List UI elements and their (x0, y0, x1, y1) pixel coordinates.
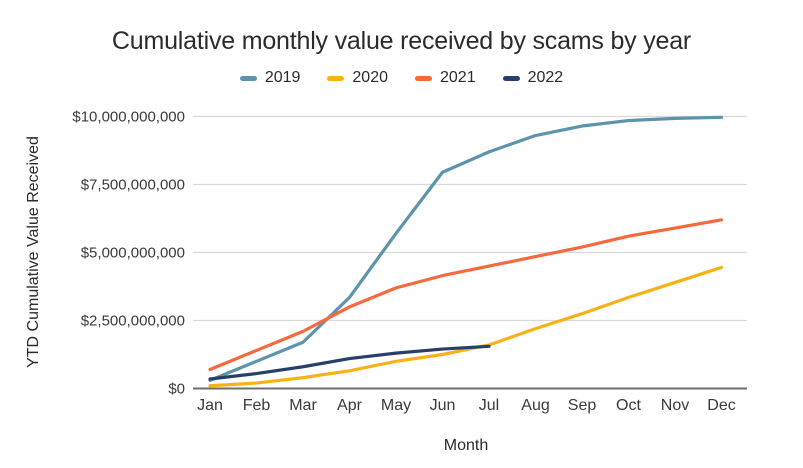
x-tick-label-mar: Mar (289, 397, 317, 414)
y-tick-label: $7,500,000,000 (80, 176, 185, 193)
line-series-2022 (208, 344, 491, 381)
legend-label: 2021 (440, 69, 476, 86)
legend-label: 2020 (352, 69, 388, 86)
x-tick-label-dec: Dec (707, 397, 736, 414)
legend-marker-icon (415, 75, 432, 81)
legend-marker-icon (327, 75, 345, 81)
y-tick-label: $0 (168, 380, 185, 397)
legend-label: 2019 (264, 69, 301, 86)
x-tick-label-jun: Jun (429, 397, 456, 414)
legend-marker-icon (502, 75, 520, 81)
legend-item-2022: 2022 (502, 69, 564, 87)
x-axis-title: Month (443, 437, 489, 454)
legend-marker-icon (239, 75, 257, 81)
line-series-2019 (208, 115, 724, 382)
line-series-2021 (208, 218, 724, 372)
x-tick-label-jul: Jul (478, 397, 500, 414)
x-tick-label-sep: Sep (567, 397, 597, 414)
x-tick-label-may: May (380, 397, 412, 414)
x-tick-label-nov: Nov (660, 397, 690, 414)
line-series-2020 (208, 265, 724, 388)
legend-item-2021: 2021 (415, 69, 476, 87)
legend-item-2020: 2020 (327, 69, 388, 87)
y-tick-label: $5,000,000,000 (80, 244, 185, 261)
chart-title: Cumulative monthly value received by sca… (111, 27, 692, 55)
x-tick-label-feb: Feb (242, 397, 271, 414)
x-tick-label-jan: Jan (197, 397, 223, 414)
legend-label: 2022 (527, 69, 564, 86)
x-tick-label-oct: Oct (616, 397, 641, 414)
chart-legend: 2019 2020 2021 2022 (0, 69, 803, 87)
x-tick-label-aug: Aug (521, 397, 550, 414)
x-tick-label-apr: Apr (337, 397, 362, 414)
legend-item-2019: 2019 (239, 69, 301, 87)
y-tick-label: $2,500,000,000 (80, 312, 185, 329)
y-tick-label: $10,000,000,000 (72, 108, 185, 125)
